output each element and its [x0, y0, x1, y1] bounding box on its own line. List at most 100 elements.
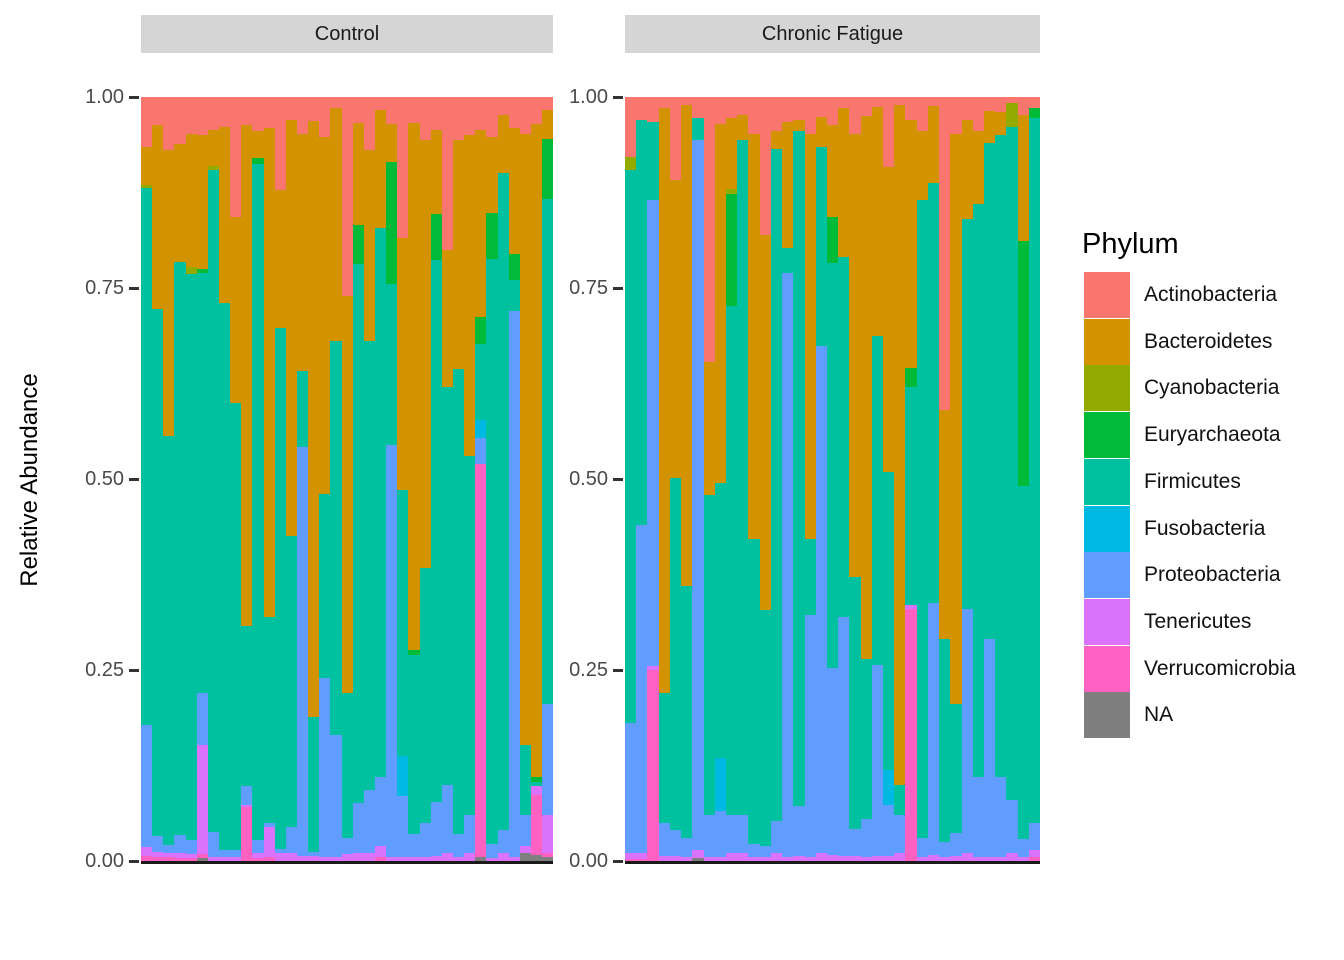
bar-segment-firmicutes [441, 387, 453, 785]
bar-segment-firmicutes [464, 456, 476, 816]
sample-bar [782, 97, 794, 861]
sample-bar [815, 97, 827, 861]
bar-segment-bacteroidetes [1017, 115, 1029, 242]
y-axis-title: Relative Abundance [16, 373, 43, 587]
bar-segment-tenericutes [770, 853, 783, 861]
bar-segment-actinobacteria [363, 97, 375, 150]
bar-segment-firmicutes [625, 169, 637, 724]
bar-segment-actinobacteria [1006, 97, 1018, 104]
panel-chronic-fatigue [625, 97, 1041, 861]
bar-segment-actinobacteria [196, 97, 208, 136]
bar-segment-tenericutes [241, 805, 253, 808]
bar-segment-actinobacteria [530, 97, 543, 124]
x-axis-line-control [141, 861, 553, 864]
bar-segment-firmicutes [714, 482, 726, 758]
bar-segment-firmicutes [984, 142, 996, 640]
bar-segment-tenericutes [905, 605, 917, 609]
y-tick-label: 1.00 [569, 86, 608, 108]
bar-segment-actinobacteria [374, 97, 387, 110]
bar-segment-proteobacteria [218, 849, 231, 858]
sample-bar [152, 97, 164, 861]
bar-segment-actinobacteria [452, 97, 465, 140]
sample-bar [871, 97, 884, 861]
sample-bar [330, 97, 342, 861]
sample-bar [218, 97, 231, 861]
sample-bar [916, 97, 928, 861]
bar-segment-proteobacteria [669, 829, 682, 857]
bar-segment-proteobacteria [972, 776, 984, 858]
bar-segment-proteobacteria [961, 608, 973, 854]
bar-segment-tenericutes [1028, 849, 1041, 858]
bar-segment-fusobacteria [883, 770, 895, 806]
sample-bar [419, 97, 431, 861]
sample-bar [849, 97, 861, 861]
legend-label-proteobacteria: Proteobacteria [1144, 563, 1281, 587]
bar-segment-bacteroidetes [441, 249, 453, 388]
panel-control [141, 97, 554, 861]
sample-bar [341, 97, 353, 861]
bar-segment-tenericutes [464, 853, 476, 861]
bar-segment-tenericutes [703, 857, 715, 861]
bar-segment-actinobacteria [285, 97, 297, 120]
bar-segment-tenericutes [1017, 857, 1029, 861]
bar-segment-bacteroidetes [241, 125, 253, 626]
bar-segment-firmicutes [692, 118, 704, 140]
bar-segment-euryarchaeota [386, 161, 398, 285]
bar-segment-bacteroidetes [748, 133, 760, 539]
bar-segment-firmicutes [319, 494, 331, 678]
bar-segment-proteobacteria [441, 784, 453, 854]
bar-segment-verrucomicrobia [141, 856, 153, 861]
bar-segment-firmicutes [430, 259, 442, 803]
bar-segment-actinobacteria [916, 97, 928, 132]
bar-segment-bacteroidetes [703, 362, 715, 496]
bar-segment-bacteroidetes [737, 115, 749, 140]
sample-bar [860, 97, 872, 861]
bar-segment-cyanobacteria [625, 156, 637, 170]
bar-segment-euryarchaeota [1017, 241, 1029, 486]
legend-label-na: NA [1144, 703, 1174, 727]
bar-segment-actinobacteria [274, 97, 286, 191]
bar-segment-actinobacteria [341, 97, 353, 296]
sample-bar [441, 97, 453, 861]
bar-segment-actinobacteria [430, 97, 442, 130]
sample-bar [894, 97, 906, 861]
sample-bar [838, 97, 850, 861]
bar-segment-bacteroidetes [285, 119, 297, 537]
bar-segment-bacteroidetes [804, 133, 816, 539]
bar-segment-bacteroidetes [464, 135, 476, 457]
bar-segment-actinobacteria [419, 97, 431, 140]
legend-label-bacteroidetes: Bacteroidetes [1144, 329, 1273, 353]
bar-segment-proteobacteria [1017, 838, 1029, 858]
bar-segment-actinobacteria [625, 97, 637, 157]
y-tick-label: 0.75 [569, 277, 608, 299]
bar-segment-tenericutes [714, 857, 726, 861]
bar-segment-actinobacteria [782, 97, 794, 123]
bar-segment-firmicutes [352, 263, 364, 803]
bar-segment-bacteroidetes [319, 136, 331, 495]
bar-segment-firmicutes [196, 273, 208, 693]
bar-segment-proteobacteria [860, 818, 872, 858]
bar-segment-tenericutes [961, 853, 973, 861]
bar-segment-proteobacteria [419, 822, 431, 858]
bar-segment-bacteroidetes [519, 133, 531, 745]
bar-segment-tenericutes [408, 857, 420, 861]
facet-strip-chronic-fatigue: Chronic Fatigue [625, 15, 1040, 53]
sample-bar [241, 97, 253, 861]
sample-bar [486, 97, 498, 861]
sample-bar [530, 97, 543, 861]
bar-segment-euryarchaeota [1028, 108, 1041, 118]
bar-segment-proteobacteria [486, 844, 498, 858]
bar-segment-actinobacteria [1028, 97, 1041, 109]
bar-segment-actinobacteria [185, 97, 197, 134]
sample-bar [519, 97, 531, 861]
legend-swatch-fusobacteria [1084, 505, 1130, 552]
bar-segment-proteobacteria [341, 838, 353, 855]
bar-segment-verrucomicrobia [530, 795, 543, 855]
bar-segment-verrucomicrobia [636, 858, 648, 861]
bar-segment-tenericutes [274, 853, 286, 861]
legend-swatch-bacteroidetes [1084, 318, 1130, 365]
y-tick-mark [613, 860, 623, 863]
bar-segment-bacteroidetes [838, 108, 850, 258]
bar-segment-bacteroidetes [916, 131, 928, 201]
bar-segment-proteobacteria [894, 815, 906, 854]
